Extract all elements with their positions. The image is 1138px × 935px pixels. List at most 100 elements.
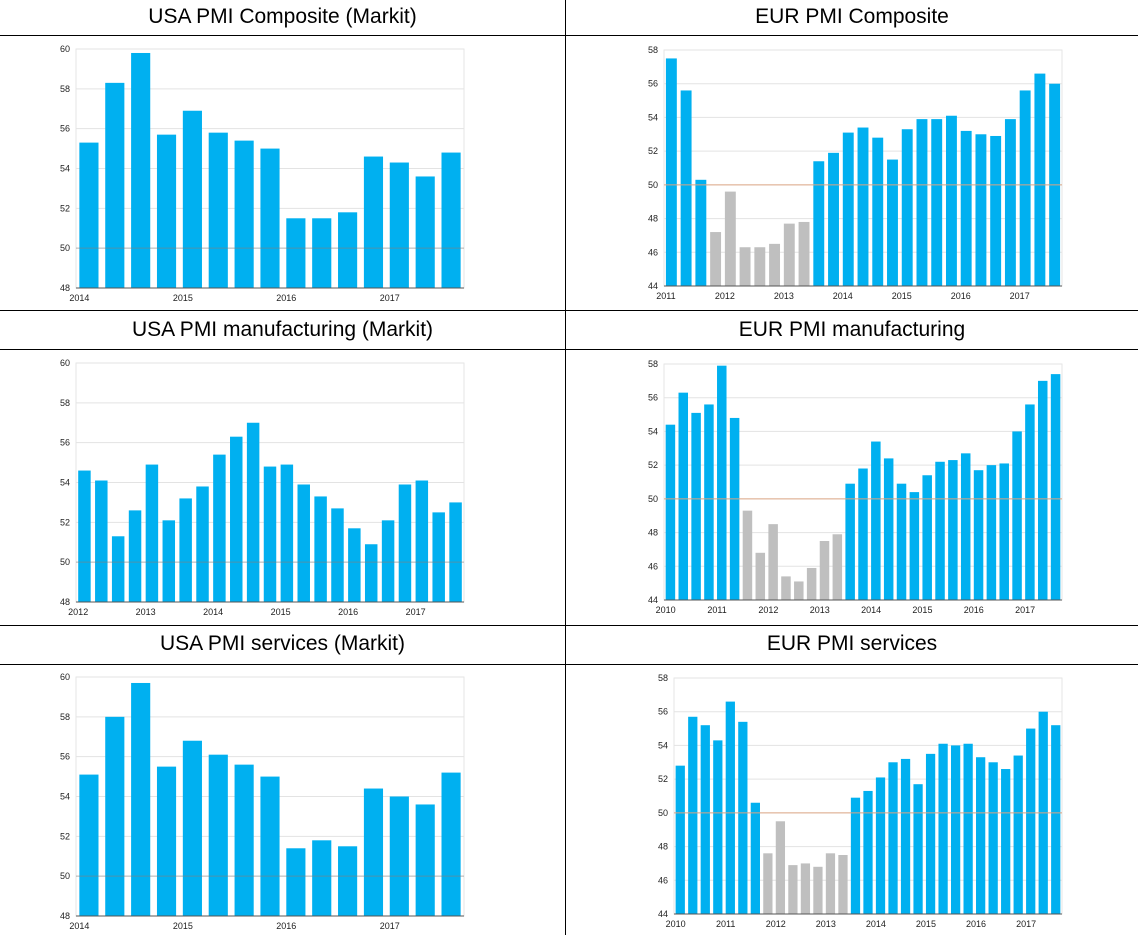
y-tick-label: 44	[648, 595, 658, 605]
bar	[872, 137, 884, 286]
y-tick-label: 58	[658, 673, 668, 683]
y-tick-label: 50	[60, 557, 70, 567]
bar	[105, 716, 125, 916]
bar	[338, 846, 358, 916]
bar	[750, 802, 760, 914]
x-tick-label: 2016	[964, 605, 984, 615]
bar	[105, 82, 125, 288]
bar	[665, 424, 676, 600]
bar	[710, 232, 722, 286]
y-tick-label: 46	[648, 247, 658, 257]
bar	[863, 790, 873, 914]
y-tick-label: 48	[658, 842, 668, 852]
bar	[845, 483, 855, 600]
x-tick-label: 2011	[707, 605, 726, 615]
usa-composite-chart: 48 50 52 54 56 58 60 2014 2015 2016 2017	[60, 44, 465, 303]
x-tick-label: 2015	[173, 293, 193, 303]
bar	[286, 218, 306, 288]
bar	[700, 725, 710, 914]
bar	[754, 247, 766, 286]
y-tick-label: 52	[60, 831, 70, 841]
y-tick-label: 56	[648, 79, 658, 89]
bar	[883, 458, 894, 600]
bar	[665, 58, 677, 286]
bar	[960, 130, 972, 286]
x-tick-label: 2016	[276, 293, 296, 303]
bar	[742, 510, 753, 600]
bar	[415, 480, 429, 602]
bar	[842, 132, 854, 286]
x-tick-label: 2014	[69, 921, 89, 931]
bar	[887, 159, 898, 286]
bar	[234, 764, 254, 916]
y-tick-label: 56	[658, 707, 668, 717]
bar	[838, 855, 848, 914]
eur-manufacturing-title: EUR PMI manufacturing	[738, 318, 966, 341]
bar	[888, 762, 898, 914]
bar	[678, 392, 689, 600]
bar	[1034, 73, 1046, 286]
bar	[794, 581, 804, 600]
x-tick-label: 2012	[715, 291, 735, 301]
bar	[441, 152, 461, 288]
bar	[813, 161, 825, 286]
bar	[739, 247, 751, 286]
bar	[381, 520, 395, 602]
bar	[857, 127, 869, 287]
eur-services-chart: 44 46 48 50 52 54 56 58 2010 2011 2012 2013 2014 2015…	[658, 673, 1063, 929]
bar	[858, 468, 868, 600]
bar	[913, 784, 923, 914]
bar	[363, 788, 384, 916]
y-tick-label: 60	[60, 44, 70, 54]
x-tick-label: 2010	[666, 919, 686, 929]
y-tick-label: 54	[60, 478, 70, 488]
bar	[755, 552, 766, 600]
bar	[922, 475, 932, 600]
y-tick-label: 50	[648, 494, 658, 504]
bar	[1001, 769, 1011, 914]
bar	[297, 484, 310, 602]
bar	[389, 796, 409, 916]
bar	[389, 162, 409, 288]
bar	[729, 417, 740, 600]
bar	[1026, 728, 1036, 914]
x-tick-label: 2014	[861, 605, 881, 615]
x-tick-label: 2017	[380, 293, 400, 303]
bar	[78, 470, 91, 602]
usa-services-title: USA PMI services (Markit)	[159, 632, 406, 655]
bar	[986, 465, 997, 600]
x-tick-label: 2016	[276, 921, 296, 931]
x-tick-label: 2013	[810, 605, 830, 615]
bar	[931, 119, 943, 286]
bar	[925, 753, 936, 914]
bar	[182, 740, 202, 916]
bar	[131, 52, 151, 288]
x-tick-label: 2014	[203, 607, 223, 617]
x-tick-label: 2015	[271, 607, 291, 617]
bar	[901, 129, 913, 286]
x-tick-label: 2012	[758, 605, 778, 615]
bar	[156, 766, 177, 916]
bar	[230, 436, 243, 602]
x-tick-label: 2014	[833, 291, 853, 301]
bar	[364, 544, 378, 602]
bar	[314, 496, 327, 602]
bar	[688, 716, 698, 914]
bar	[213, 454, 226, 602]
bar	[363, 156, 384, 288]
usa-manufacturing-title: USA PMI manufacturing (Markit)	[131, 318, 434, 341]
bar	[111, 536, 125, 602]
bar	[738, 721, 748, 914]
y-tick-label: 44	[658, 909, 668, 919]
x-tick-label: 2016	[951, 291, 971, 301]
bar	[768, 524, 778, 600]
x-tick-label: 2015	[916, 919, 936, 929]
y-tick-label: 54	[658, 740, 668, 750]
bar	[234, 140, 254, 288]
x-tick-label: 2017	[1010, 291, 1030, 301]
x-tick-label: 2014	[69, 293, 89, 303]
bar	[960, 453, 971, 600]
y-tick-label: 46	[648, 561, 658, 571]
y-tick-label: 48	[648, 214, 658, 224]
bar	[348, 528, 361, 602]
